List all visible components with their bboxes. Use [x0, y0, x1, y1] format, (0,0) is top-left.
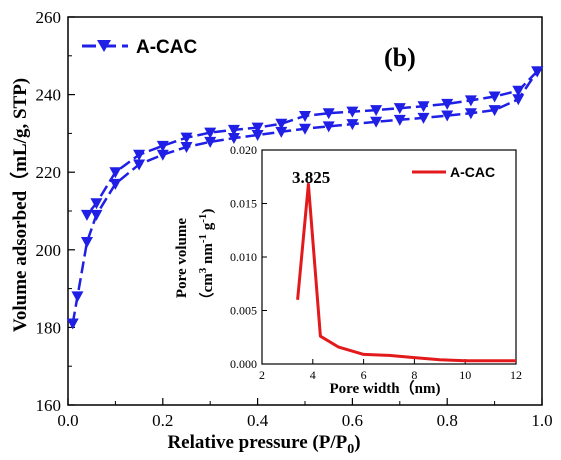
data-point-adsorption — [251, 129, 264, 141]
inset-ticks: 2 4 6 8 10 12 0.000 0.005 0.010 0.015 0.020 — [230, 143, 522, 382]
x-axis-label-close: ) — [354, 432, 360, 453]
data-point-desorption — [531, 66, 544, 78]
inset-y-label-sup3: -1 — [197, 214, 209, 223]
main-ticks: 0.0 0.2 0.4 0.6 0.8 1.0 160 180 200 220 240 260 — [36, 8, 553, 430]
data-point-adsorption — [133, 159, 146, 171]
inset-y-label-line1: Pore volume — [174, 218, 190, 298]
y-tick-label: 180 — [36, 318, 62, 337]
data-point-adsorption — [512, 94, 525, 106]
data-point-desorption — [156, 140, 169, 152]
panel-label: (b) — [384, 43, 416, 72]
inset-y-label-sup2: -1 — [197, 234, 209, 243]
data-point-desorption — [441, 98, 454, 110]
y-axis-label: Volume adsorbed（mL/g, STP) — [8, 78, 31, 332]
data-point-adsorption — [417, 112, 430, 124]
data-point-desorption — [464, 95, 477, 107]
data-point-desorption — [204, 127, 217, 139]
inset-series — [296, 182, 516, 363]
x-axis-label: Relative pressure (P/P0) — [167, 432, 360, 457]
y-tick-label: 200 — [36, 241, 62, 260]
data-point-adsorption — [204, 136, 217, 148]
data-point-desorption — [80, 209, 93, 221]
data-point-desorption — [322, 108, 335, 120]
y-tick-label: 220 — [36, 163, 62, 182]
data-point-adsorption — [71, 291, 84, 303]
data-point-desorption — [512, 85, 525, 97]
inset-y-tick-label: 0.015 — [230, 197, 257, 211]
data-point-desorption — [180, 132, 193, 144]
data-point-desorption — [90, 198, 103, 210]
x-axis-label-subscript: 0 — [347, 442, 354, 457]
data-point-adsorption — [441, 110, 454, 122]
inset-y-tick-label: 0.010 — [230, 250, 257, 264]
data-point-adsorption — [464, 108, 477, 120]
inset-x-tick-label: 10 — [459, 368, 471, 382]
inset-y-tick-label: 0.005 — [230, 304, 257, 318]
data-point-desorption — [109, 167, 122, 179]
data-point-desorption — [251, 122, 264, 134]
inset-background — [262, 150, 516, 364]
data-point-desorption — [370, 105, 383, 117]
inset-x-label: Pore width（nm) — [330, 379, 441, 397]
main-series — [66, 66, 544, 330]
inset-x-tick-label: 6 — [361, 368, 367, 382]
x-tick-label: 0.8 — [437, 411, 458, 430]
peak-annotation: 3.825 — [292, 168, 330, 187]
main-legend: A-CAC — [82, 37, 197, 58]
x-tick-label: 0.0 — [57, 411, 78, 430]
y-tick-label: 260 — [36, 8, 62, 27]
inset-x-tick-label: 12 — [510, 368, 522, 382]
inset-y-tick-label: 0.000 — [230, 357, 257, 371]
x-tick-label: 0.6 — [342, 411, 363, 430]
inset-legend-label: A-CAC — [450, 164, 495, 180]
data-point-desorption — [133, 149, 146, 161]
inset-y-label-g: g — [200, 222, 216, 234]
data-point-adsorption — [275, 126, 288, 138]
legend-label: A-CAC — [136, 37, 197, 58]
y-tick-label: 160 — [36, 396, 62, 415]
data-point-desorption — [488, 91, 501, 103]
data-point-adsorption — [66, 318, 79, 330]
inset-y-label-sup1: 3 — [197, 267, 209, 273]
data-point-desorption — [227, 124, 240, 136]
legend-marker — [97, 40, 111, 52]
x-axis-label-main: Relative pressure (P/P — [167, 432, 347, 453]
x-tick-label: 0.2 — [152, 411, 173, 430]
data-point-desorption — [417, 101, 430, 113]
data-point-adsorption — [322, 121, 335, 133]
inset-legend: A-CAC — [412, 164, 495, 180]
inset-x-tick-label: 2 — [259, 368, 265, 382]
x-tick-label: 0.4 — [247, 411, 269, 430]
data-point-adsorption — [156, 149, 169, 161]
data-point-adsorption — [227, 133, 240, 145]
data-point-adsorption — [346, 119, 359, 131]
inset-y-label-nm: nm — [200, 243, 216, 268]
x-tick-label: 1.0 — [531, 411, 552, 430]
inset-chart: 2 4 6 8 10 12 0.000 0.005 0.010 0.015 0.020 Pore v… — [174, 143, 522, 397]
inset-y-label-line2: （cm3 nm-1 g-1) — [197, 209, 216, 308]
inset-y-tick-label: 0.020 — [230, 143, 257, 157]
data-point-desorption — [299, 110, 311, 122]
data-point-adsorption — [370, 116, 383, 128]
inset-x-tick-label: 4 — [310, 368, 316, 382]
inset-series-line — [296, 182, 516, 363]
data-point-desorption — [275, 118, 288, 130]
inset-y-label-close: ) — [200, 209, 216, 214]
data-point-desorption — [393, 103, 406, 115]
data-point-adsorption — [109, 178, 122, 190]
data-point-adsorption — [80, 237, 93, 249]
data-point-desorption — [346, 106, 359, 118]
data-point-adsorption — [299, 123, 311, 135]
y-tick-label: 240 — [36, 86, 62, 105]
inset-x-tick-label: 8 — [411, 368, 417, 382]
data-point-adsorption — [393, 114, 406, 126]
data-point-adsorption — [90, 209, 103, 221]
data-point-adsorption — [488, 105, 501, 117]
inset-y-label-open: （cm — [198, 273, 216, 308]
data-point-adsorption — [180, 141, 193, 153]
